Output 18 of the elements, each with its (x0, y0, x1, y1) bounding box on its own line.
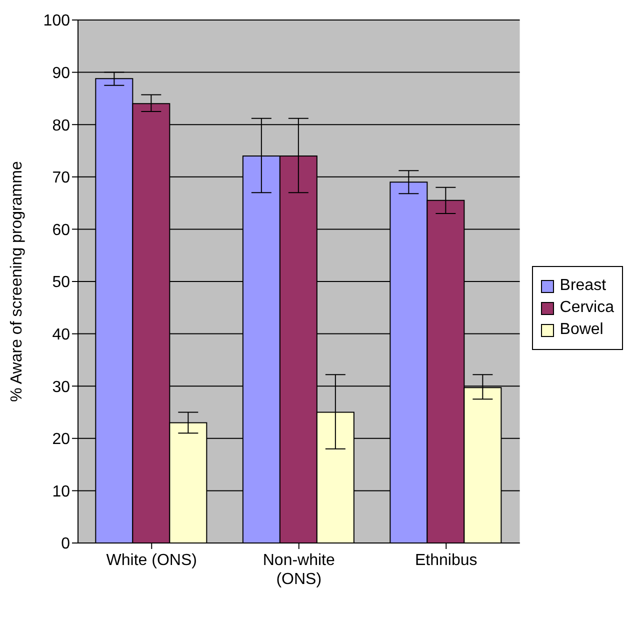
y-tick-label: 20 (52, 431, 70, 448)
y-tick-label: 40 (52, 326, 70, 344)
y-tick-label: 0 (61, 536, 70, 553)
x-tick-label: White (ONS) (106, 552, 197, 569)
x-tick-label: Ethnibus (415, 552, 478, 569)
y-axis-title: % Aware of screening programme (8, 161, 26, 402)
y-tick-label: 10 (52, 483, 70, 500)
x-tick-label: Non-white (ONS) (262, 552, 335, 588)
y-tick-label: 60 (52, 222, 70, 239)
y-tick-label: 50 (52, 274, 70, 292)
y-tick-label: 90 (52, 64, 70, 82)
legend-label: Cervica (560, 299, 614, 317)
y-tick-label: 100 (43, 12, 70, 30)
y-tick-label: 80 (52, 117, 70, 134)
y-tick-label: 70 (52, 170, 70, 187)
y-tick-label: 30 (52, 378, 70, 396)
legend-label: Bowel (560, 321, 604, 339)
legend-label: Breast (560, 277, 606, 295)
